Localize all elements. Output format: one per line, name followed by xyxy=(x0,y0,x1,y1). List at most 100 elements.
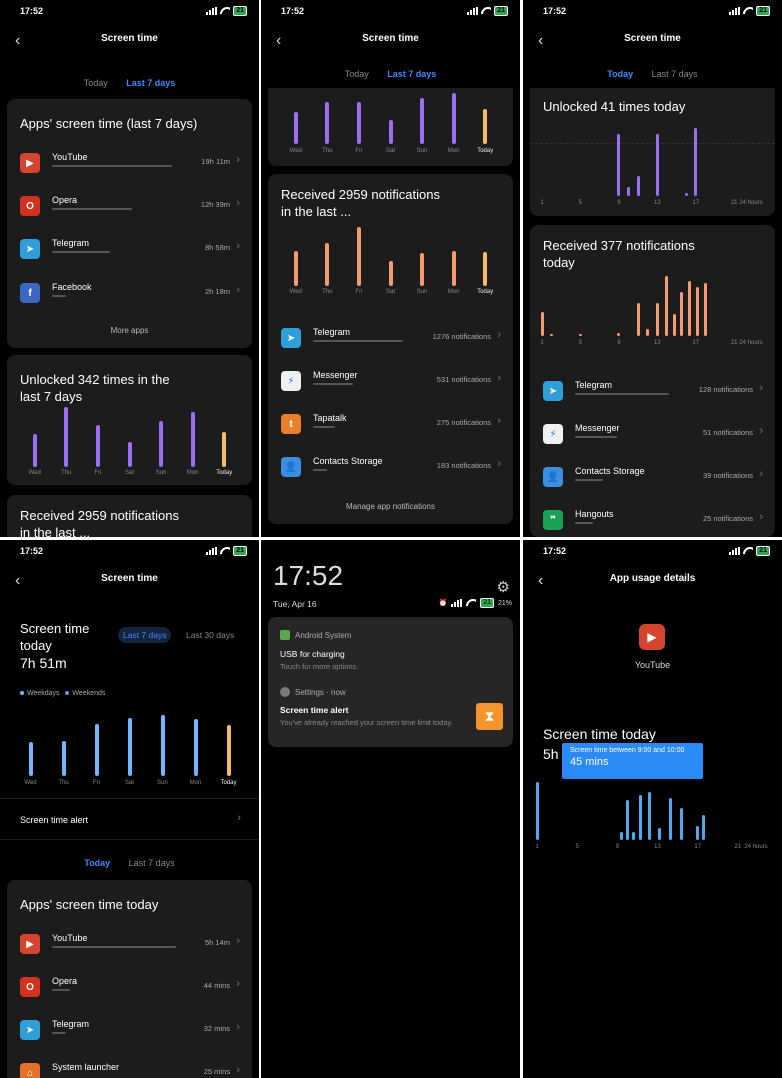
x-tick-label: 17 xyxy=(694,844,702,850)
status-time: 17:52 xyxy=(281,6,305,16)
facebook-icon: f xyxy=(20,283,40,303)
chart-bar-thu xyxy=(64,407,69,467)
panel-app-usage-details: 17:52 21 ‹ App usage details ▶ YouTube S… xyxy=(523,540,782,1078)
tab-last7[interactable]: Last 7 days xyxy=(387,69,437,79)
app-value: 25 mins xyxy=(203,1067,230,1076)
back-button[interactable]: ‹ xyxy=(538,572,544,589)
hour-bar xyxy=(578,333,582,336)
tab-last7[interactable]: Last 7 days xyxy=(118,627,172,643)
back-button[interactable]: ‹ xyxy=(15,32,21,49)
app-row-facebook[interactable]: f Facebook 2h 18m › xyxy=(20,279,240,309)
notif-row-telegram[interactable]: ➤ Telegram 1276 notifications › xyxy=(281,324,501,354)
chevron-right-icon: › xyxy=(759,382,763,394)
hour-bar xyxy=(617,133,621,196)
chevron-right-icon: › xyxy=(759,511,763,523)
usage-bar xyxy=(313,469,327,471)
tab-last7[interactable]: Last 7 days xyxy=(126,78,176,88)
hour-bar xyxy=(669,798,673,840)
hour-bar xyxy=(687,281,691,336)
battery-icon: 21 xyxy=(233,6,247,16)
panel-notifications-last7: 17:52 21 ‹ Screen time Today Last 7 days… xyxy=(261,0,520,537)
unlock-chart xyxy=(19,405,240,467)
x-tick-label: Today xyxy=(477,289,494,295)
chart-bar-wed xyxy=(293,111,298,144)
period-tabs: Today Last 7 days xyxy=(0,78,259,88)
weekly-chart-card: Wed Thu Fri Sat Sun Mon Today xyxy=(268,88,513,166)
n1-title[interactable]: USB for charging xyxy=(280,649,345,659)
chart-bar-fri xyxy=(356,101,361,144)
screen-time-alert-row[interactable]: Screen time alert xyxy=(20,815,89,825)
app-row-opera[interactable]: O Opera 44 mins › xyxy=(20,973,240,1003)
back-button[interactable]: ‹ xyxy=(15,572,21,589)
x-tick-label: 24 hours xyxy=(739,200,763,206)
notif-row-telegram[interactable]: ➤ Telegram 128 notifications › xyxy=(543,377,763,407)
unlock-card: Unlocked 342 times in the last 7 days We… xyxy=(7,355,252,485)
back-button[interactable]: ‹ xyxy=(276,32,282,49)
app-name: Telegram xyxy=(313,327,351,337)
x-tick-label: Sat xyxy=(385,148,396,154)
notif-row-messenger[interactable]: ⚡ Messenger 531 notifications › xyxy=(281,367,501,397)
hourly-usage-chart xyxy=(535,780,768,840)
page-title: Screen time xyxy=(362,33,419,44)
tab-last7[interactable]: Last 7 days xyxy=(128,858,175,868)
x-tick-label: Sat xyxy=(124,780,135,786)
chevron-right-icon: › xyxy=(236,240,240,252)
x-tick-label: Sun xyxy=(416,148,428,154)
notif-row-tapatalk[interactable]: t Tapatalk 275 notifications › xyxy=(281,410,501,440)
hourglass-icon: ⧗ xyxy=(476,703,503,730)
x-tick-label: 24 hours xyxy=(744,844,768,850)
x-tick-label: 5 xyxy=(575,844,579,850)
x-tick-label: Today xyxy=(220,780,237,786)
notif-row-contacts-storage[interactable]: 👤 Contacts Storage 183 notifications › xyxy=(281,453,501,483)
signal-icon xyxy=(206,547,218,555)
app-row-telegram[interactable]: ➤ Telegram 8h 58m › xyxy=(20,235,240,265)
app-name: Facebook xyxy=(52,282,92,292)
hour-bar xyxy=(673,314,677,336)
youtube-icon: ▶ xyxy=(639,624,665,650)
manage-notifications-button[interactable]: Manage app notifications xyxy=(346,502,435,511)
chart-bar-today xyxy=(226,725,231,776)
x-tick-label: 1 xyxy=(540,340,544,346)
notif-x-axis: Wed Thu Fri Sat Sun Mon Today xyxy=(280,289,501,297)
tapatalk-icon: t xyxy=(281,414,301,434)
status-time: 17:52 xyxy=(543,6,567,16)
screen-time-label: Screen time today xyxy=(20,621,90,653)
wifi-icon xyxy=(481,7,491,15)
x-tick-label: Wed xyxy=(28,470,41,476)
notif-hourly-x-axis: 1 5 9 13 17 21 24 hours xyxy=(540,340,763,348)
tab-today[interactable]: Today xyxy=(84,858,111,868)
panel-screen-time-today: 17:52 21 ‹ Screen time Screen time today… xyxy=(0,540,259,1078)
lock-clock: 17:52 xyxy=(273,560,344,591)
hour-bar xyxy=(619,832,623,840)
tab-today[interactable]: Today xyxy=(344,69,369,79)
app-row-system-launcher[interactable]: ⌂ System launcher 25 mins › xyxy=(20,1059,240,1078)
notif-row-contacts-storage[interactable]: 👤 Contacts Storage 39 notifications › xyxy=(543,463,763,493)
usage-bar xyxy=(52,251,110,253)
notif-row-messenger[interactable]: ⚡ Messenger 51 notifications › xyxy=(543,420,763,450)
tab-today[interactable]: Today xyxy=(83,78,108,88)
telegram-icon: ➤ xyxy=(20,239,40,259)
usage-bar xyxy=(52,1032,66,1034)
app-name: Telegram xyxy=(52,1019,90,1029)
notif-row-hangouts[interactable]: ❞ Hangouts 25 notifications › xyxy=(543,506,763,536)
tab-last30[interactable]: Last 30 days xyxy=(186,630,235,640)
chevron-right-icon: › xyxy=(237,812,241,824)
battery-icon: 21 xyxy=(233,546,247,556)
tab-today[interactable]: Today xyxy=(607,69,634,79)
back-button[interactable]: ‹ xyxy=(538,32,544,49)
more-apps-button[interactable]: More apps xyxy=(110,326,149,335)
chevron-right-icon: › xyxy=(759,425,763,437)
weekdays-dot-icon xyxy=(20,691,24,696)
x-tick-label: 9 xyxy=(617,340,621,346)
chart-bar-sun xyxy=(159,421,164,467)
x-tick-label: 1 xyxy=(540,200,544,206)
app-row-telegram[interactable]: ➤ Telegram 32 mins › xyxy=(20,1016,240,1046)
app-row-youtube[interactable]: ▶ YouTube 5h 14m › xyxy=(20,930,240,960)
unlock-today-title: Unlocked 41 times today xyxy=(543,99,686,114)
app-row-youtube[interactable]: ▶ YouTube 19h 11m › xyxy=(20,149,240,179)
app-row-opera[interactable]: O Opera 12h 39m › xyxy=(20,192,240,222)
n2-title[interactable]: Screen time alert xyxy=(280,705,349,715)
hour-bar xyxy=(696,826,700,840)
tab-last7[interactable]: Last 7 days xyxy=(651,69,698,79)
settings-gear-icon[interactable]: ⚙ xyxy=(496,579,510,596)
